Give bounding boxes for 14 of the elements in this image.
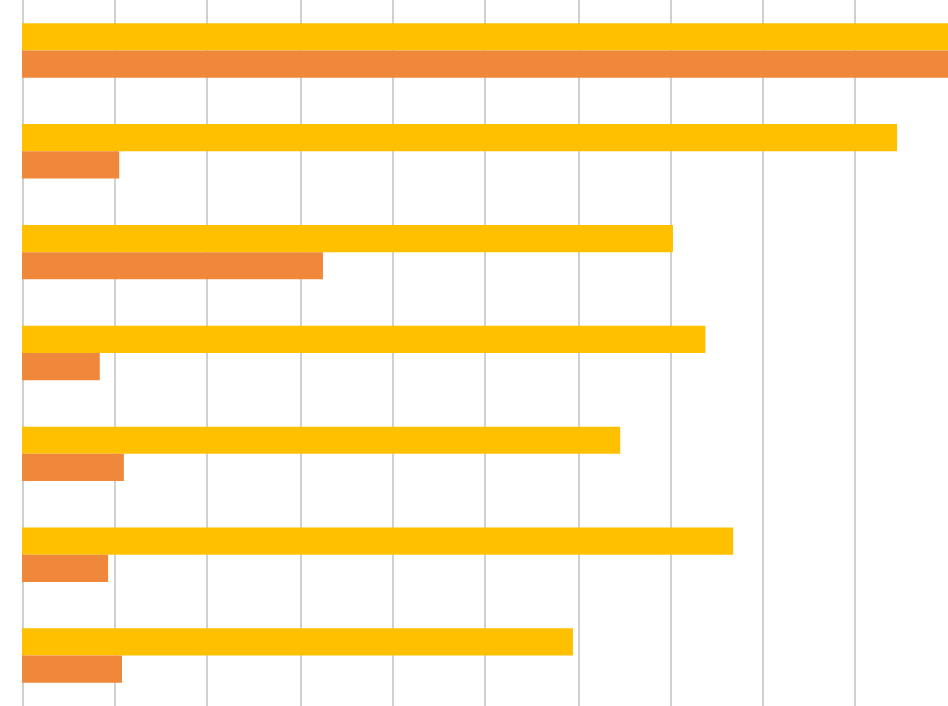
bar xyxy=(22,426,621,454)
bar xyxy=(22,23,948,51)
bar xyxy=(22,224,673,253)
bar xyxy=(22,527,734,555)
bar xyxy=(22,554,109,582)
bar xyxy=(22,151,120,179)
bar xyxy=(22,353,100,381)
bar xyxy=(22,124,898,152)
bar xyxy=(22,325,706,353)
bar xyxy=(22,252,323,280)
bar xyxy=(22,655,123,683)
bar xyxy=(22,50,948,78)
bar xyxy=(22,453,124,482)
bar xyxy=(22,628,573,656)
